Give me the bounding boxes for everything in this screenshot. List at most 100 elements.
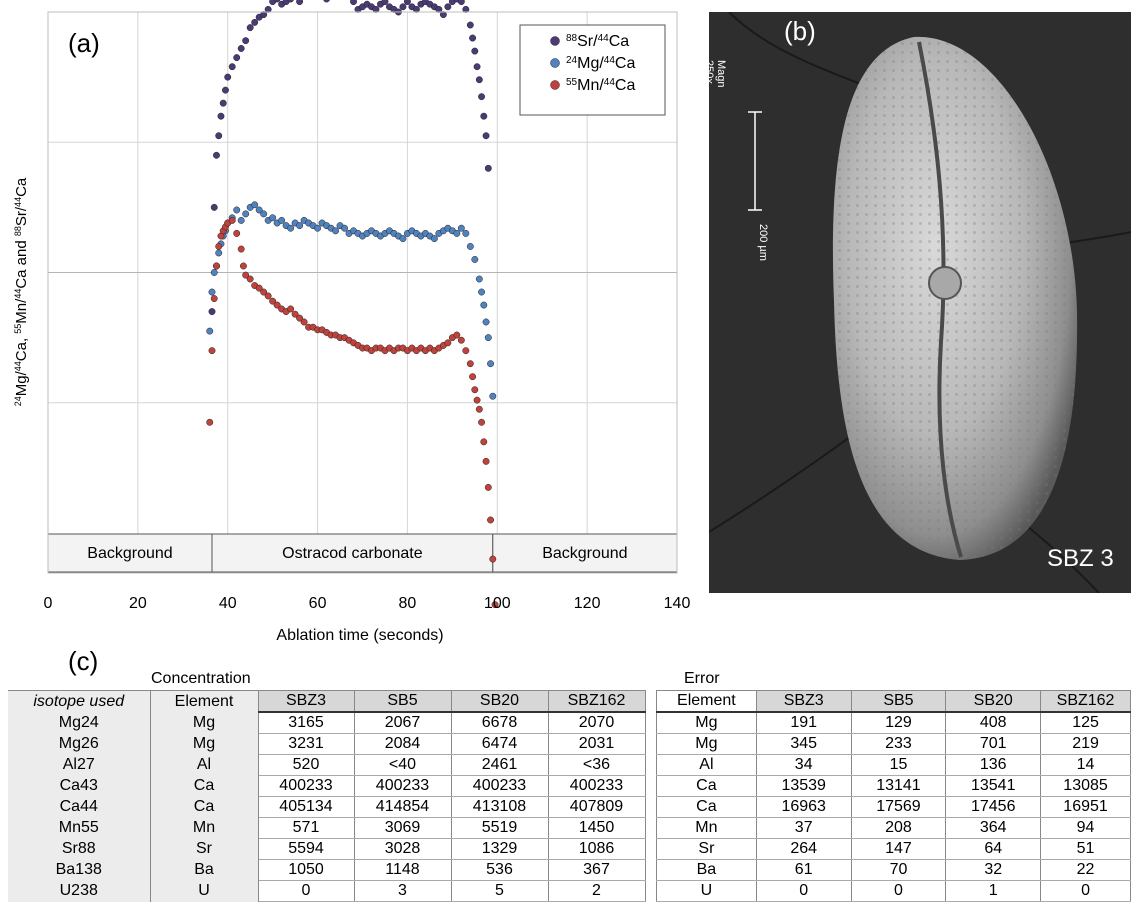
x-tick-label: 140 bbox=[664, 595, 691, 612]
label-text: Ca bbox=[615, 77, 636, 94]
data-point bbox=[210, 295, 218, 302]
table-cell: 400233 bbox=[258, 775, 355, 797]
data-point bbox=[457, 0, 465, 6]
data-point bbox=[251, 201, 259, 209]
table-cell: 34 bbox=[756, 754, 852, 776]
x-tick-label: 40 bbox=[219, 595, 237, 612]
table-cell: Ba138 bbox=[8, 859, 151, 881]
data-point bbox=[475, 275, 483, 283]
table-row: Al 34 15 136 14 bbox=[656, 754, 1131, 776]
table-cell: 2067 bbox=[354, 712, 452, 734]
table-cell: Mn bbox=[150, 817, 259, 839]
data-point bbox=[242, 37, 250, 45]
data-point bbox=[213, 262, 220, 270]
data-point bbox=[462, 347, 470, 355]
table-cell: 136 bbox=[945, 754, 1042, 776]
table-cell: 2084 bbox=[354, 733, 452, 755]
x-tick-label: 0 bbox=[44, 595, 53, 612]
phase-label: Ostracod carbonate bbox=[282, 545, 423, 562]
data-point bbox=[457, 224, 465, 232]
table-cell: U bbox=[150, 880, 259, 902]
table-cell: U238 bbox=[8, 880, 151, 902]
data-point bbox=[208, 308, 216, 316]
table-row: Sr 264 147 64 51 bbox=[656, 838, 1131, 860]
table-header-cell: SBZ3 bbox=[258, 690, 355, 713]
table-cell: 2 bbox=[548, 880, 646, 902]
data-point bbox=[480, 438, 488, 446]
data-point bbox=[208, 288, 216, 296]
table-cell: 208 bbox=[851, 817, 947, 839]
data-point bbox=[439, 11, 447, 19]
data-point bbox=[255, 206, 263, 214]
table-cell: Mg26 bbox=[8, 733, 151, 755]
data-point bbox=[471, 386, 479, 394]
phase-label: Background bbox=[87, 545, 172, 562]
table-cell: 17456 bbox=[945, 796, 1042, 818]
superscript-text: 44 bbox=[13, 197, 23, 207]
table-cell: 520 bbox=[258, 754, 355, 776]
table-row: Ba 61 70 32 22 bbox=[656, 859, 1131, 881]
table-cell: 191 bbox=[756, 712, 852, 734]
table-cell: <36 bbox=[548, 754, 646, 776]
superscript-text: 24 bbox=[566, 55, 578, 66]
data-point bbox=[372, 5, 380, 13]
error-title: Error bbox=[684, 670, 720, 687]
table-row: U238 U 0 3 5 2 bbox=[8, 880, 646, 902]
superscript-text: 44 bbox=[604, 55, 616, 66]
table-cell: 15 bbox=[851, 754, 947, 776]
phase-label: Background bbox=[542, 545, 627, 562]
table-cell: 6678 bbox=[451, 712, 549, 734]
x-tick-label: 120 bbox=[574, 595, 601, 612]
data-point bbox=[482, 132, 490, 140]
data-point bbox=[462, 5, 470, 13]
data-point bbox=[264, 5, 272, 13]
table-row: Ca 16963 17569 17456 16951 bbox=[656, 796, 1131, 818]
data-point bbox=[412, 5, 420, 13]
table-cell: 3 bbox=[354, 880, 452, 902]
table-cell: 364 bbox=[945, 817, 1042, 839]
superscript-text: 55 bbox=[13, 324, 23, 334]
table-cell: 400233 bbox=[354, 775, 452, 797]
data-point bbox=[471, 47, 479, 55]
superscript-text: 24 bbox=[13, 396, 23, 406]
data-point bbox=[206, 418, 214, 426]
table-cell: 1148 bbox=[354, 859, 452, 881]
data-point bbox=[224, 73, 232, 81]
magnification-label: Magn 250x bbox=[709, 60, 727, 130]
table-cell: 2070 bbox=[548, 712, 646, 734]
label-text: Ca bbox=[615, 55, 636, 72]
data-point bbox=[233, 229, 241, 237]
data-point bbox=[403, 0, 411, 6]
data-point bbox=[210, 269, 218, 276]
table-cell: 94 bbox=[1040, 817, 1131, 839]
data-point bbox=[228, 63, 236, 71]
table-row: Mn 37 208 364 94 bbox=[656, 817, 1131, 839]
table-cell: 51 bbox=[1040, 838, 1131, 860]
table-cell: 61 bbox=[756, 859, 852, 881]
data-point bbox=[350, 0, 357, 6]
table-cell: 3231 bbox=[258, 733, 355, 755]
table-cell: 0 bbox=[1040, 880, 1131, 902]
data-point bbox=[462, 229, 470, 237]
data-point bbox=[314, 224, 322, 232]
data-point bbox=[291, 310, 299, 318]
data-point bbox=[217, 112, 225, 120]
x-tick-label: 80 bbox=[399, 595, 417, 612]
table-header-cell: isotope used bbox=[8, 690, 151, 712]
table-cell: 1 bbox=[945, 880, 1042, 902]
data-point bbox=[491, 601, 499, 609]
data-point bbox=[287, 0, 294, 3]
data-point bbox=[246, 275, 254, 283]
data-point bbox=[251, 18, 259, 26]
data-point bbox=[435, 5, 443, 13]
data-point bbox=[287, 224, 295, 232]
data-point bbox=[215, 249, 223, 257]
data-point bbox=[264, 292, 272, 300]
data-point bbox=[323, 0, 330, 3]
data-point bbox=[246, 24, 254, 32]
table-cell: 13539 bbox=[756, 775, 852, 797]
table-row: Mn55 Mn 571 3069 5519 1450 bbox=[8, 817, 646, 839]
data-point bbox=[296, 314, 304, 322]
table-row: Mg 191 129 408 125 bbox=[656, 712, 1131, 734]
